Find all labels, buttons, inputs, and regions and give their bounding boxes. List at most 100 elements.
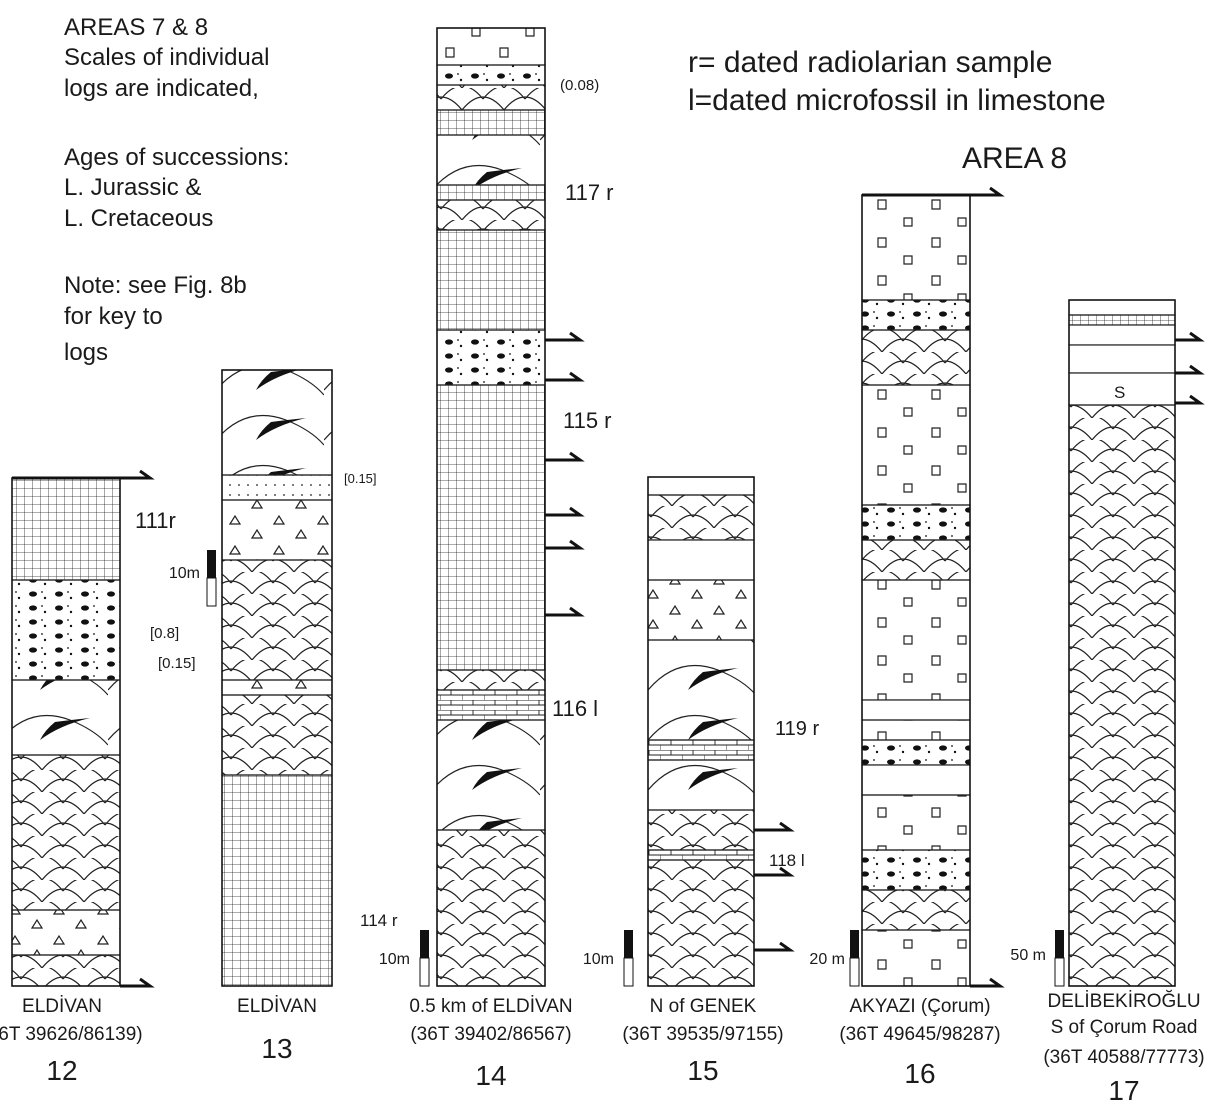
log-number: 12 bbox=[46, 1055, 77, 1086]
bed bbox=[221, 474, 333, 501]
bed bbox=[11, 679, 121, 756]
scale-bar-black bbox=[624, 930, 633, 958]
log-name: (36T 39626/86139) bbox=[0, 1024, 143, 1045]
scale-bar-white bbox=[206, 577, 217, 607]
log-name: (36T 49645/98287) bbox=[839, 1024, 1000, 1045]
bed bbox=[861, 849, 971, 891]
bed bbox=[221, 369, 333, 476]
thrust bbox=[754, 821, 795, 832]
thrust bbox=[545, 606, 585, 617]
bed bbox=[861, 504, 971, 541]
scale-bar-white bbox=[1054, 957, 1065, 987]
bed bbox=[1068, 299, 1176, 316]
annotation: 118 l bbox=[769, 851, 805, 870]
bed bbox=[436, 719, 546, 831]
header-line: L. Cretaceous bbox=[64, 205, 213, 232]
bed bbox=[436, 689, 546, 721]
bed bbox=[11, 579, 121, 681]
log-name: N of GENEK bbox=[650, 996, 757, 1017]
bed bbox=[647, 809, 755, 851]
area-label: AREA 8 bbox=[962, 142, 1067, 175]
thrust bbox=[12, 469, 155, 480]
scale-bar-black bbox=[420, 930, 429, 958]
bed bbox=[436, 199, 546, 231]
annotation: 111r bbox=[135, 508, 176, 533]
log-name: (36T 40588/77773) bbox=[1043, 1047, 1204, 1068]
bed bbox=[436, 669, 546, 691]
bed bbox=[221, 559, 333, 681]
bed bbox=[436, 184, 546, 201]
bed bbox=[436, 134, 546, 186]
log-name: DELİBEKİROĞLU bbox=[1047, 990, 1200, 1012]
annotation: 116 l bbox=[552, 696, 598, 721]
bed bbox=[861, 194, 971, 301]
log-number: 15 bbox=[687, 1055, 718, 1086]
bed bbox=[861, 384, 971, 506]
scale-label: 10m bbox=[583, 951, 614, 968]
annotation: [0.15] bbox=[344, 471, 377, 486]
thrust bbox=[970, 977, 1005, 988]
scale-bar-white bbox=[419, 957, 430, 987]
log-column bbox=[436, 27, 546, 987]
thrust bbox=[862, 186, 1005, 197]
scale-label: 50 m bbox=[1010, 947, 1046, 964]
bed bbox=[861, 794, 971, 851]
thrust bbox=[545, 371, 585, 382]
bed bbox=[221, 679, 333, 696]
log-column bbox=[221, 369, 333, 987]
annotation: S bbox=[1114, 383, 1125, 402]
bed bbox=[861, 889, 971, 931]
log-name: ELDİVAN bbox=[22, 996, 102, 1017]
bed bbox=[647, 539, 755, 581]
scale-label: 10m bbox=[379, 951, 410, 968]
log-column bbox=[647, 476, 755, 987]
bed bbox=[861, 739, 971, 766]
bed bbox=[436, 229, 546, 331]
scale-bar-black bbox=[1055, 930, 1064, 958]
log-number: 16 bbox=[904, 1058, 935, 1089]
bed bbox=[11, 909, 121, 956]
bed bbox=[436, 84, 546, 111]
log-name: (36T 39535/97155) bbox=[622, 1024, 783, 1045]
legend-line: r= dated radiolarian sample bbox=[688, 46, 1052, 79]
header-line: logs bbox=[64, 339, 108, 366]
header-line: L. Jurassic & bbox=[64, 174, 201, 201]
annotation: [0.15] bbox=[158, 655, 196, 672]
scale-label: 20 m bbox=[809, 951, 845, 968]
bed bbox=[436, 384, 546, 671]
legend-line: l=dated microfossil in limestone bbox=[688, 84, 1106, 117]
bed bbox=[436, 27, 546, 66]
bed bbox=[11, 477, 121, 581]
header-line: for key to bbox=[64, 303, 163, 330]
log-column bbox=[1068, 299, 1176, 987]
bed bbox=[436, 829, 546, 987]
annotation: [0.8] bbox=[150, 625, 179, 642]
bed bbox=[647, 859, 755, 987]
thrust bbox=[754, 941, 795, 952]
annotation: 114 r bbox=[360, 911, 398, 930]
bed bbox=[11, 954, 121, 987]
bed bbox=[861, 299, 971, 331]
log-name: S of Çorum Road bbox=[1051, 1017, 1198, 1038]
thrust bbox=[545, 506, 585, 517]
thrust bbox=[1175, 364, 1205, 375]
bed bbox=[647, 639, 755, 741]
log-number: 14 bbox=[475, 1060, 506, 1091]
header: AREAS 7 & 8 Scales of individual logs ar… bbox=[64, 14, 289, 366]
bed bbox=[861, 579, 971, 701]
log-number: 17 bbox=[1108, 1075, 1139, 1106]
bed bbox=[1068, 324, 1176, 346]
bed bbox=[861, 764, 971, 796]
header-line: AREAS 7 & 8 bbox=[64, 14, 208, 41]
header-line: Scales of individual bbox=[64, 44, 269, 71]
bed bbox=[647, 494, 755, 541]
log-name: 0.5 km of ELDİVAN bbox=[409, 996, 572, 1017]
annotation: 117 r bbox=[565, 180, 614, 205]
bed bbox=[861, 699, 971, 721]
thrust bbox=[545, 331, 585, 342]
thrust bbox=[754, 866, 795, 877]
bed bbox=[647, 579, 755, 641]
header-line: Ages of successions: bbox=[64, 144, 289, 171]
bed bbox=[861, 329, 971, 386]
log-name: ELDİVAN bbox=[237, 996, 317, 1017]
